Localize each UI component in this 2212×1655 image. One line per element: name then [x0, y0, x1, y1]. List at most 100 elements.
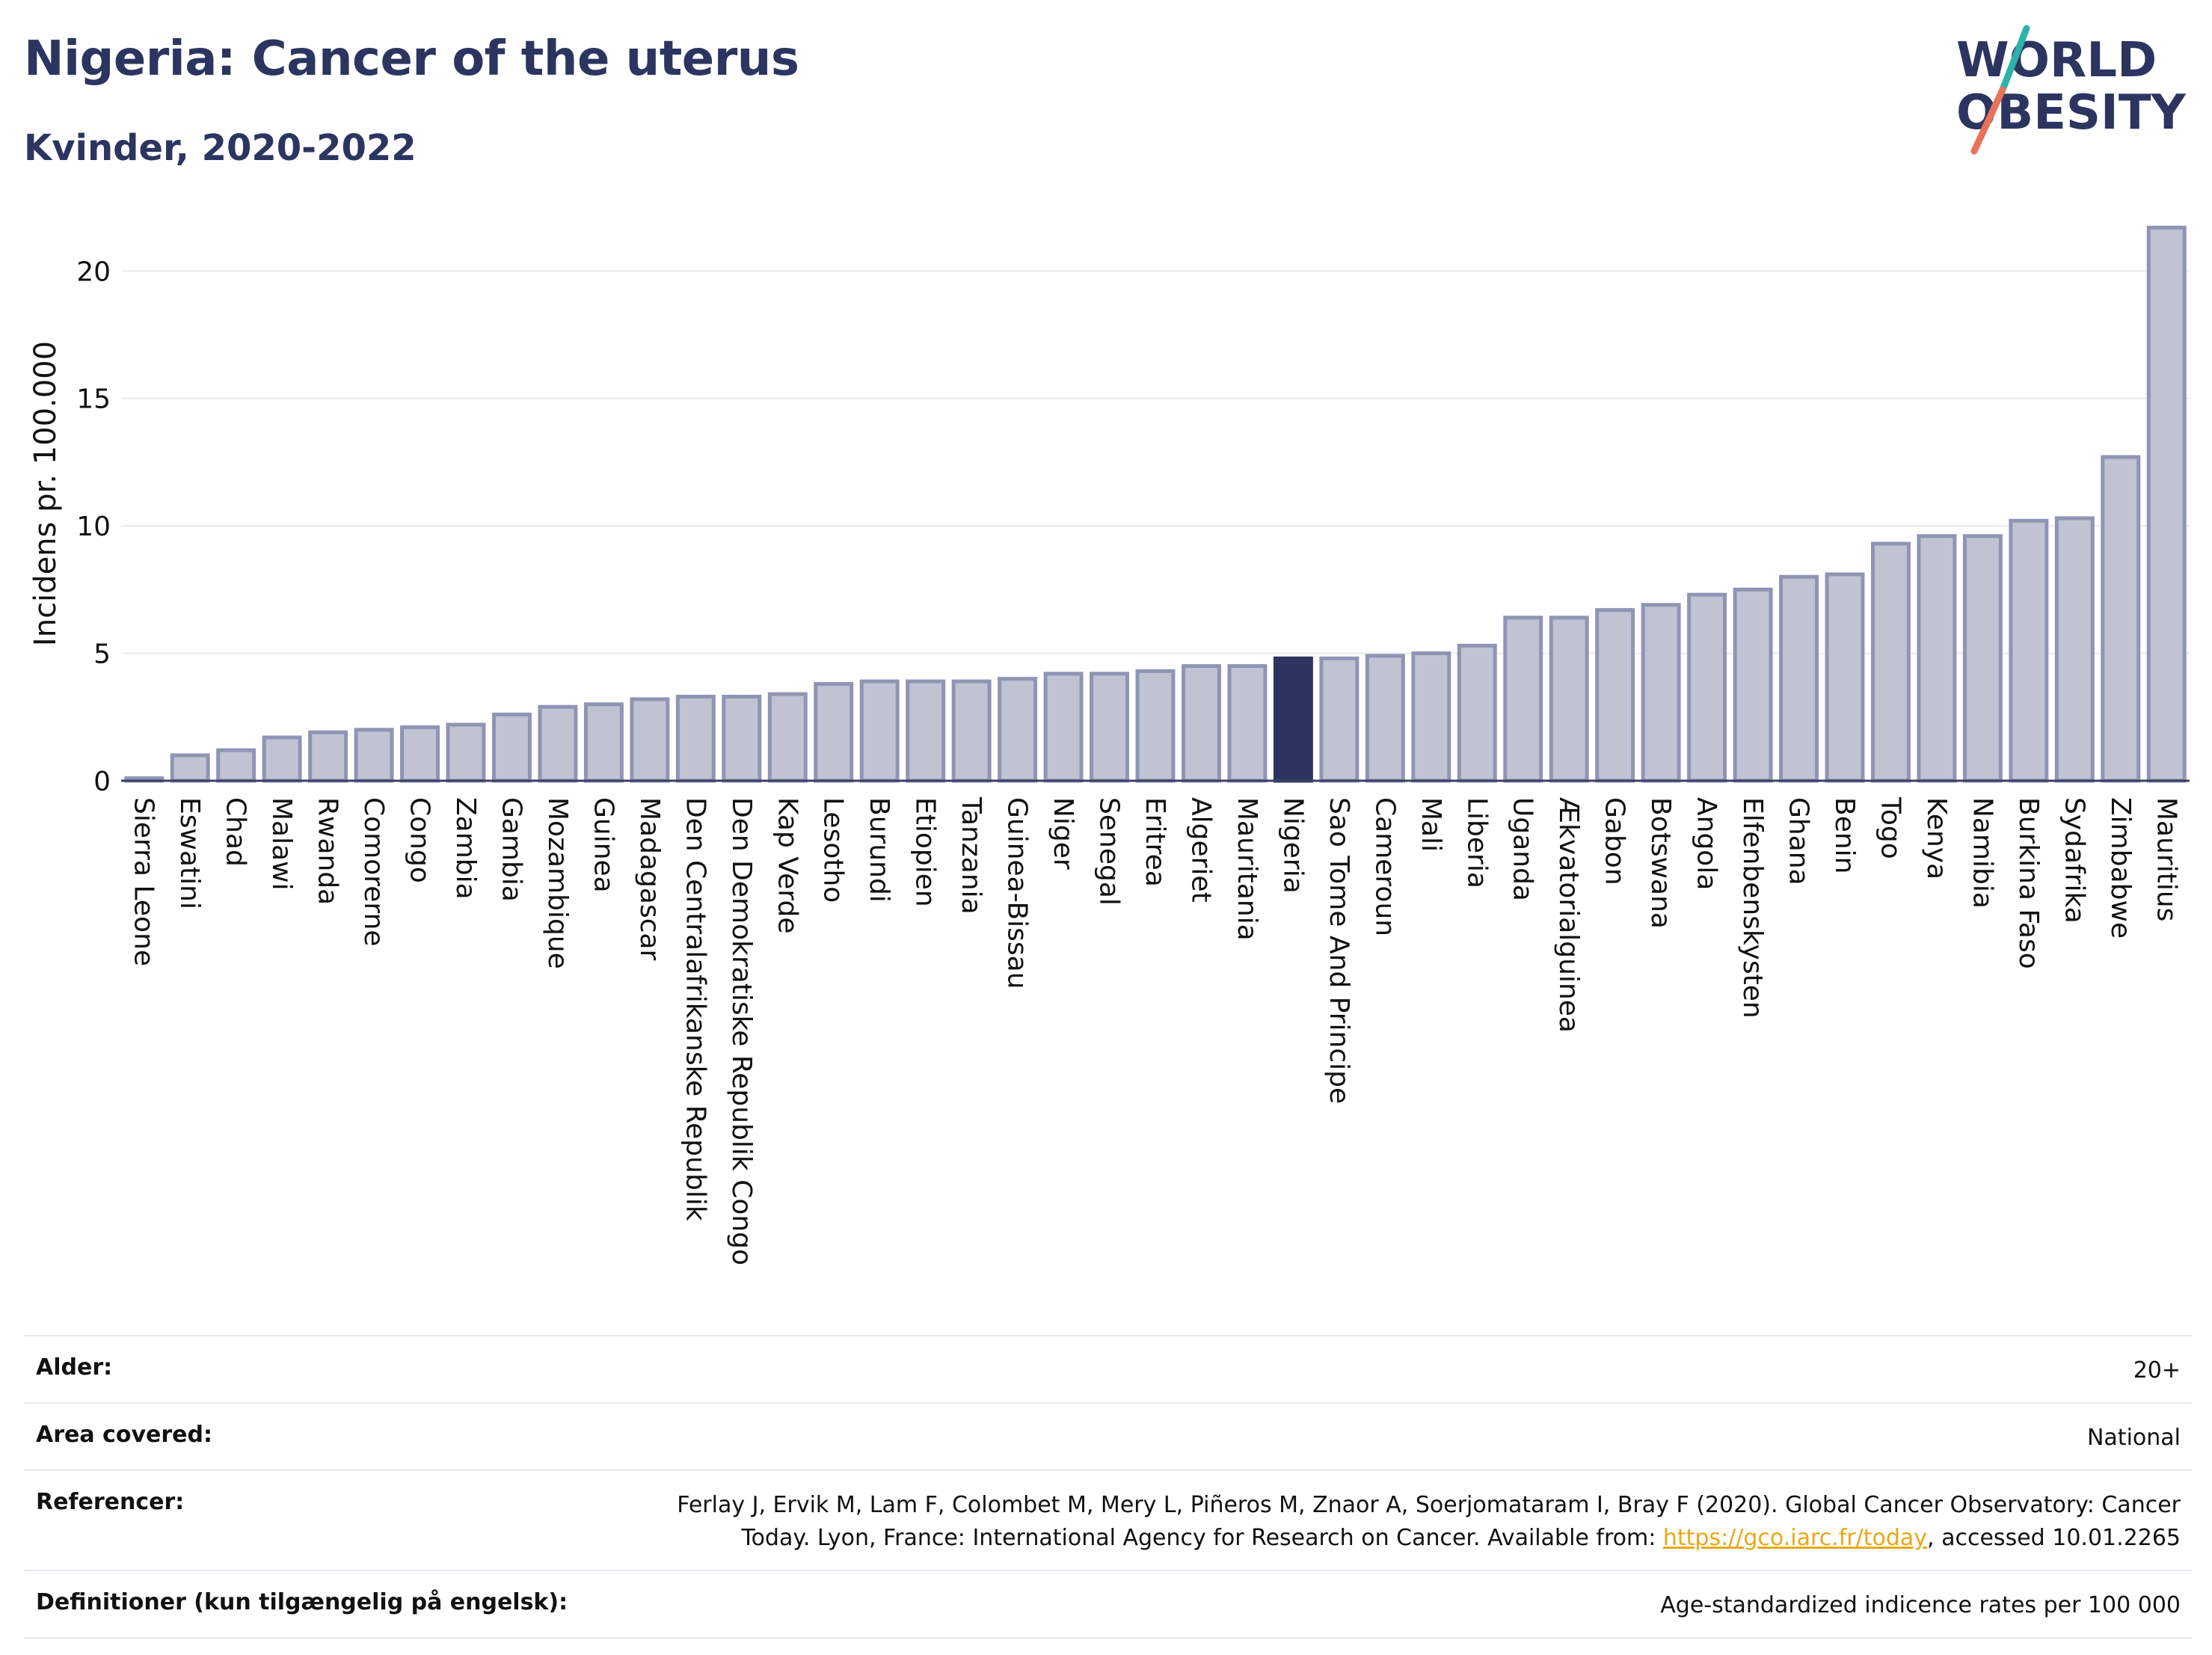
x-tick-label: Eritrea: [1140, 797, 1170, 887]
bar-gabon[interactable]: [1595, 608, 1635, 783]
bar-tanzania[interactable]: [951, 679, 992, 783]
bar-niger[interactable]: [1043, 672, 1084, 783]
bar-den-centralafrikanske-republik[interactable]: [675, 695, 716, 783]
bar-mali[interactable]: [1411, 651, 1451, 783]
logo-slash-coral: [1970, 86, 2006, 155]
bar-chart: 0 5 10 15 20 Sierra Leone Eswatini Chad Malawi R…: [28, 225, 2190, 1265]
bar-liberia[interactable]: [1457, 643, 1497, 783]
bar-congo[interactable]: [400, 725, 440, 783]
bar-togo[interactable]: [1870, 541, 1911, 783]
bar-malawi[interactable]: [262, 735, 302, 783]
bar-gambia[interactable]: [491, 712, 532, 783]
bar-eswatini[interactable]: [170, 753, 210, 783]
y-axis: 0 5 10 15 20: [76, 257, 111, 797]
bar-burkina-faso[interactable]: [2009, 518, 2049, 783]
info-row-age: Alder: 20+: [24, 1335, 2193, 1402]
logo-slash-teal: [1999, 25, 2030, 93]
world-obesity-logo: WORLD OBESITY: [1956, 25, 2186, 155]
x-tick-label: Mozambique: [542, 797, 573, 969]
bar-mauritania[interactable]: [1227, 664, 1268, 783]
x-tick-label: Kenya: [1921, 797, 1952, 879]
bar-benin[interactable]: [1825, 572, 1865, 783]
x-tick-label: Sierra Leone: [129, 797, 159, 966]
x-axis-labels: Sierra Leone Eswatini Chad Malawi Rwanda Como…: [129, 796, 2182, 1265]
bar-guinea[interactable]: [583, 702, 624, 783]
x-tick-label: Niger: [1048, 797, 1078, 870]
x-tick-label: Guinea: [588, 797, 618, 893]
bar-eritrea[interactable]: [1135, 669, 1176, 783]
area-value: National: [2086, 1425, 2181, 1451]
x-tick-label: Ækvatorialguinea: [1553, 797, 1584, 1033]
references-label: Referencer:: [36, 1489, 185, 1515]
bar-botswana[interactable]: [1641, 603, 1681, 783]
x-tick-label: Guinea-Bissau: [1002, 797, 1033, 989]
chart-subtitle: Kvinder, 2020-2022: [24, 127, 417, 169]
references-accessed: , accessed 10.01.2265: [1927, 1525, 2181, 1551]
x-tick-label: Senegal: [1094, 797, 1125, 906]
references-link[interactable]: https://gco.iarc.fr/today: [1662, 1525, 1928, 1551]
bar-algeriet[interactable]: [1181, 664, 1221, 783]
x-tick-label: Sydafrika: [2059, 797, 2089, 924]
bar-mauritius[interactable]: [2146, 225, 2187, 783]
x-tick-label: Mauritius: [2151, 797, 2181, 921]
y-tick-label: 15: [76, 384, 111, 415]
bar-zimbabwe[interactable]: [2101, 455, 2141, 783]
info-table: Alder: 20+ Area covered: National Refere…: [24, 1335, 2193, 1639]
x-tick-label: Sao Tome And Principe: [1324, 797, 1354, 1104]
bar-kenya[interactable]: [1917, 534, 1957, 783]
bar-namibia[interactable]: [1962, 534, 2003, 783]
y-tick-label: 5: [93, 639, 111, 670]
bar-rwanda[interactable]: [308, 730, 348, 783]
bar-sydafrika[interactable]: [2054, 516, 2095, 783]
x-tick-label: Uganda: [1508, 797, 1538, 901]
x-tick-label: Togo: [1875, 796, 1905, 859]
bar-ghana[interactable]: [1779, 574, 1819, 783]
info-row-definitions: Definitioner (kun tilgængelig på engelsk…: [24, 1570, 2193, 1639]
bar-kap-verde[interactable]: [767, 692, 808, 783]
bar-chad[interactable]: [216, 748, 256, 783]
x-tick-label: Den Centralafrikanske Republik: [680, 797, 710, 1221]
bar-sao-tome-and-principe[interactable]: [1319, 656, 1360, 783]
bar-senegal[interactable]: [1090, 672, 1130, 783]
bar-uganda[interactable]: [1503, 615, 1543, 783]
x-tick-label: Etiopien: [910, 797, 941, 907]
y-axis-label: Incidens pr. 100.000: [28, 341, 63, 646]
chart-title: Nigeria: Cancer of the uterus: [24, 31, 799, 87]
bar-mozambique[interactable]: [538, 704, 578, 783]
x-tick-label: Burundi: [864, 797, 894, 903]
bar-cameroun[interactable]: [1365, 654, 1405, 783]
info-row-references: Referencer: Ferlay J, Ervik M, Lam F, Co…: [24, 1470, 2193, 1570]
logo-text-world: WORLD: [1956, 33, 2157, 88]
x-tick-label: Mauritania: [1232, 797, 1262, 941]
bar-zambia[interactable]: [446, 722, 486, 783]
x-tick-label: Zimbabwe: [2105, 797, 2136, 939]
definitions-label: Definitioner (kun tilgængelig på engelsk…: [36, 1589, 568, 1615]
x-tick-label: Congo: [405, 797, 435, 883]
x-tick-label: Lesotho: [818, 797, 849, 903]
x-tick-label: Eswatini: [174, 797, 205, 909]
references-value: Ferlay J, Ervik M, Lam F, Colombet M, Me…: [610, 1489, 2181, 1555]
bar-ækvatorialguinea[interactable]: [1549, 615, 1589, 783]
bar-den-demokratiske-republik-congo[interactable]: [722, 695, 762, 783]
bar-nigeria[interactable]: [1273, 656, 1313, 783]
bar-guinea-bissau[interactable]: [998, 677, 1038, 783]
bar-elfenbenskysten[interactable]: [1733, 587, 1773, 783]
bar-comorerne[interactable]: [354, 728, 394, 783]
x-tick-label: Ghana: [1784, 797, 1814, 885]
x-tick-label: Nigeria: [1277, 797, 1308, 894]
x-tick-label: Zambia: [450, 797, 481, 900]
bar-lesotho[interactable]: [814, 681, 854, 783]
bars: [121, 225, 2190, 783]
x-tick-label: Rwanda: [313, 797, 343, 905]
x-tick-label: Benin: [1829, 797, 1860, 873]
x-tick-label: Gambia: [496, 797, 526, 902]
bar-burundi[interactable]: [859, 679, 900, 783]
x-tick-label: Tanzania: [956, 796, 986, 915]
bar-angola[interactable]: [1687, 592, 1727, 783]
x-tick-label: Den Demokratiske Republik Congo: [726, 797, 757, 1265]
x-tick-label: Mali: [1416, 797, 1446, 852]
x-tick-label: Elfenbenskysten: [1737, 797, 1768, 1019]
x-tick-label: Namibia: [1967, 797, 1997, 909]
bar-etiopien[interactable]: [906, 679, 946, 783]
bar-madagascar[interactable]: [630, 697, 670, 783]
